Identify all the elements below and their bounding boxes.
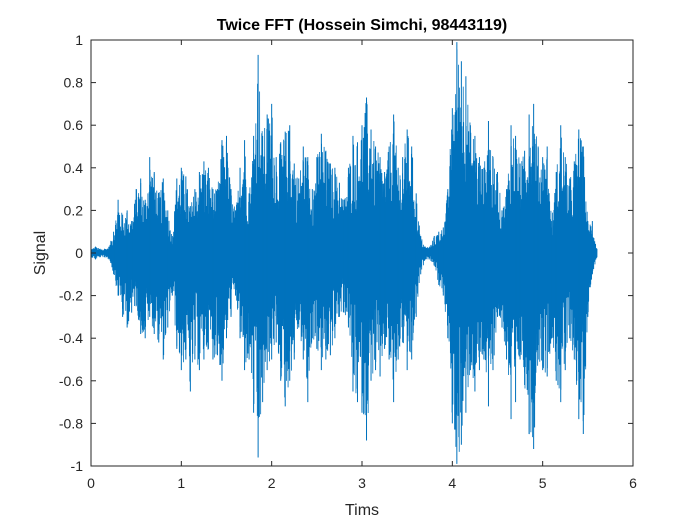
y-tick-label: 0.4: [64, 160, 84, 176]
y-axis-label: Signal: [32, 231, 49, 275]
x-axis: 0 1 2 3 4 5 6: [87, 40, 637, 491]
x-tick-label: 3: [358, 475, 366, 491]
y-tick-label: -0.2: [59, 288, 83, 304]
x-tick-label: 4: [448, 475, 456, 491]
waveform-series: [90, 42, 598, 464]
x-tick-label: 6: [629, 475, 637, 491]
x-axis-label: Tims: [345, 502, 379, 519]
x-tick-label: 5: [539, 475, 547, 491]
x-tick-label: 2: [268, 475, 276, 491]
y-tick-label: -1: [71, 458, 84, 474]
y-tick-label: 1: [75, 32, 83, 48]
y-tick-label: 0.8: [64, 75, 84, 91]
y-axis: 1 0.8 0.6 0.4 0.2 0 -0.2 -0.4 -0.6 -0.8 -1: [59, 32, 633, 474]
y-tick-label: 0.6: [64, 117, 84, 133]
y-tick-label: -0.6: [59, 373, 83, 389]
x-tick-label: 1: [177, 475, 185, 491]
y-tick-label: -0.4: [59, 330, 83, 346]
plot-area: [90, 39, 634, 467]
x-tick-label: 0: [87, 475, 95, 491]
chart-title: Twice FFT (Hossein Simchi, 98443119): [217, 17, 507, 34]
y-tick-label: 0.2: [64, 202, 84, 218]
y-tick-label: -0.8: [59, 415, 83, 431]
y-tick-label: 0: [75, 245, 83, 261]
